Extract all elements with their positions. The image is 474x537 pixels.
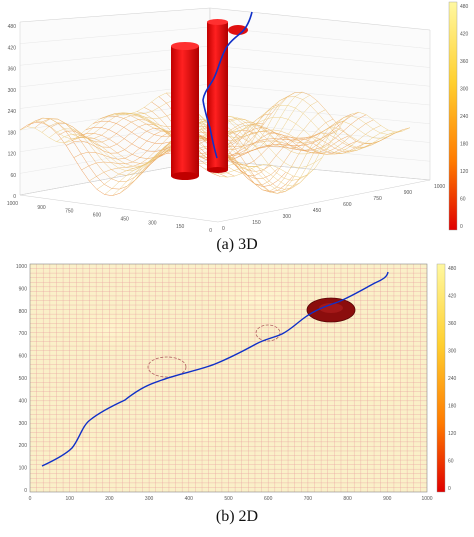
colorbar-tick-label: 180	[460, 142, 469, 148]
flight-path-3d	[202, 11, 253, 159]
z-tick-label: 120	[8, 152, 17, 158]
y-tick-label-2d: 700	[19, 331, 28, 337]
x-tick-label-2d: 300	[145, 496, 154, 502]
x-tick-label: 750	[65, 209, 74, 215]
x-tick-label: 300	[148, 220, 157, 226]
z-tick-label: 60	[10, 173, 16, 179]
colorbar-tick-label: 300	[448, 349, 457, 355]
colorbar-tick-label: 180	[448, 404, 457, 410]
colorbar-tick-label: 60	[460, 197, 466, 203]
z-tick-label: 180	[8, 130, 17, 136]
obstacle-cylinder-left	[171, 42, 199, 180]
x-tick-label-2d: 400	[185, 496, 194, 502]
y-tick-label-2d: 500	[19, 376, 28, 382]
y-tick-label: 600	[343, 202, 352, 208]
z-tick-label: 480	[8, 24, 17, 30]
z-tick-label: 420	[8, 45, 17, 51]
x-axis-ticks-2d: 0 100 200 300 400 500 600 700 800 900 1000	[29, 496, 433, 502]
colorbar-tick-label: 60	[448, 459, 454, 465]
x-tick-label-2d: 700	[304, 496, 313, 502]
y-tick-label-2d: 0	[24, 488, 27, 494]
z-tick-label: 300	[8, 88, 17, 94]
y-tick-label: 1000	[434, 184, 445, 190]
x-tick-label-2d: 1000	[421, 496, 432, 502]
threat-circle-middle	[255, 324, 281, 342]
figure-2d-panel: 1000 900 800 700 600 500 400 300 200 100 0 0 100 200…	[0, 260, 474, 505]
y-tick-label: 750	[373, 196, 382, 202]
colorbar-tick-label: 420	[448, 294, 457, 300]
y-tick-label-2d: 900	[19, 286, 28, 292]
colorbar-tick-label: 240	[448, 376, 457, 382]
colorbar-tick-label: 0	[448, 486, 451, 492]
x-tick-label-2d: 100	[66, 496, 75, 502]
y-tick-label: 0	[222, 226, 225, 232]
colorbar-3d	[448, 1, 458, 231]
caption-3d: (a) 3D	[216, 236, 258, 253]
colorbar-tick-label: 240	[460, 114, 469, 120]
colorbar-2d-ticks: 480 420 360 300 240 180 120 60 0	[448, 266, 457, 492]
grid-2d	[30, 264, 427, 492]
x-tick-label-2d: 600	[264, 496, 273, 502]
x-tick-label-2d: 0	[29, 496, 32, 502]
y-tick-label-2d: 200	[19, 443, 28, 449]
colorbar-tick-label: 300	[460, 87, 469, 93]
y-tick-label-2d: 100	[19, 466, 28, 472]
y-tick-label: 150	[252, 220, 261, 226]
z-axis-ticks: 480 420 360 300 240 180 120 60 0	[8, 24, 17, 200]
y-tick-label: 900	[404, 190, 413, 196]
flight-path-2d	[41, 271, 389, 467]
colorbar-tick-label: 420	[460, 32, 469, 38]
y-tick-label-2d: 600	[19, 354, 28, 360]
x-tick-label-2d: 800	[343, 496, 352, 502]
colorbar-tick-label: 480	[460, 4, 469, 10]
x-tick-label: 0	[209, 228, 212, 232]
y-axis-ticks: 0 150 300 450 600 750 900 1000	[222, 184, 445, 232]
x-tick-label: 150	[176, 224, 185, 230]
y-tick-label-2d: 800	[19, 309, 28, 315]
x-tick-label: 600	[93, 213, 102, 219]
terrain-highlights	[40, 274, 425, 474]
y-tick-label-2d: 400	[19, 398, 28, 404]
colorbar-tick-label: 120	[448, 431, 457, 437]
x-tick-label: 450	[121, 216, 130, 222]
x-axis-ticks: 1000 900 750 600 450 300 150 0	[7, 201, 212, 232]
z-tick-label: 240	[8, 109, 17, 115]
colorbar-tick-label: 480	[448, 266, 457, 272]
x-tick-label: 1000	[7, 201, 18, 207]
figure-3d-panel: 480 420 360 300 240 180 120 60 0 1000 900 750 600 45…	[0, 0, 474, 232]
y-tick-label: 450	[313, 208, 322, 214]
colorbar-tick-label: 120	[460, 169, 469, 175]
x-tick-label-2d: 900	[383, 496, 392, 502]
y-tick-label-2d: 300	[19, 421, 28, 427]
z-tick-label: 0	[13, 194, 16, 200]
x-tick-label-2d: 200	[105, 496, 114, 502]
obstacle-top-dome	[228, 25, 248, 35]
x-tick-label: 900	[37, 205, 46, 211]
obstacle-cylinder-right	[207, 19, 228, 173]
y-tick-label-2d: 1000	[16, 264, 27, 270]
colorbar-3d-ticks: 480 420 360 300 240 180 120 60 0	[460, 4, 469, 230]
colorbar-tick-label: 0	[460, 224, 463, 230]
z-tick-label: 360	[8, 67, 17, 73]
threat-circle-left	[147, 356, 187, 378]
colorbar-tick-label: 360	[460, 59, 469, 65]
colorbar-2d	[436, 263, 446, 493]
caption-2d: (b) 2D	[215, 508, 259, 525]
x-tick-label-2d: 500	[224, 496, 233, 502]
colorbar-tick-label: 360	[448, 321, 457, 327]
y-tick-label: 300	[283, 214, 292, 220]
